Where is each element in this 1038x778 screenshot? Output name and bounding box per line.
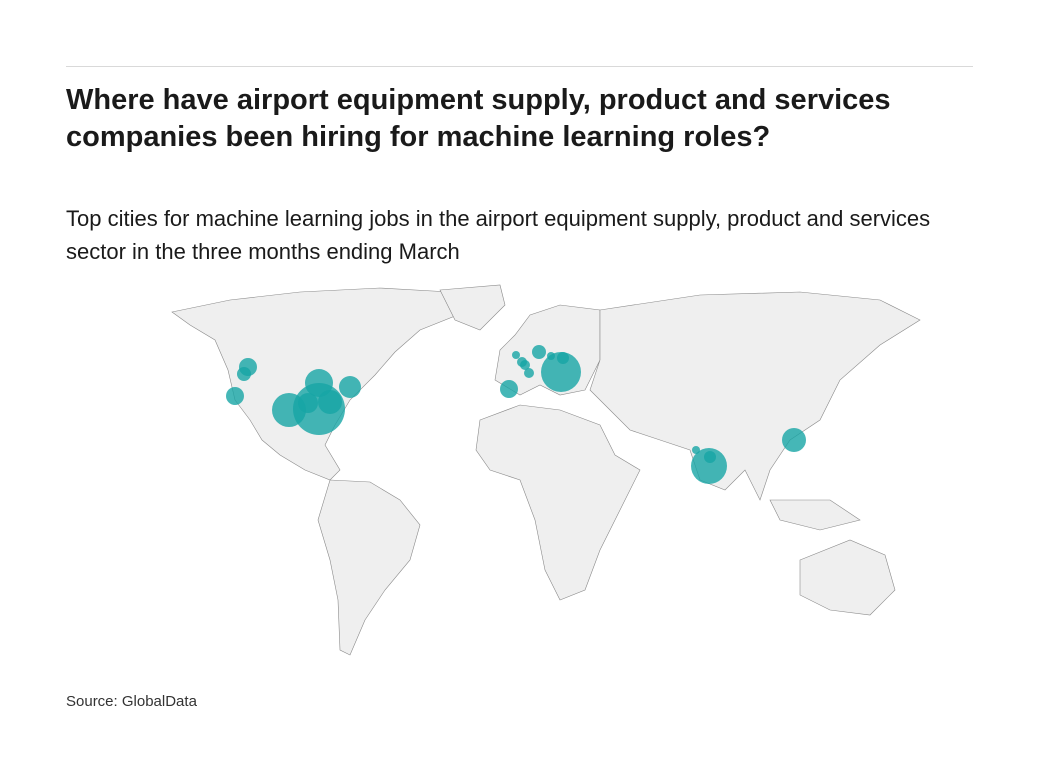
city-bubble xyxy=(532,345,546,359)
australia xyxy=(799,539,896,616)
asia xyxy=(589,291,921,501)
city-bubbles xyxy=(226,345,806,484)
greenland xyxy=(439,284,506,331)
city-bubble xyxy=(692,446,700,454)
top-divider xyxy=(66,66,973,67)
africa xyxy=(475,404,641,601)
city-bubble xyxy=(512,351,520,359)
land-masses xyxy=(171,284,921,656)
southeast-asia-islands xyxy=(769,499,861,531)
chart-subtitle: Top cities for machine learning jobs in … xyxy=(66,206,931,264)
city-bubble xyxy=(237,367,251,381)
city-bubble xyxy=(547,352,555,360)
city-bubble xyxy=(298,393,318,413)
city-bubble xyxy=(541,352,581,392)
city-bubble xyxy=(318,390,342,414)
south-america xyxy=(317,479,421,656)
city-bubble xyxy=(226,387,244,405)
city-bubble xyxy=(691,448,727,484)
city-bubble xyxy=(305,369,333,397)
city-bubble xyxy=(524,368,534,378)
city-bubble xyxy=(704,451,716,463)
city-bubble xyxy=(272,393,306,427)
source-note: Source: GlobalData xyxy=(66,693,197,710)
city-bubble xyxy=(500,380,518,398)
city-bubble xyxy=(782,428,806,452)
chart-title: Where have airport equipment supply, pro… xyxy=(66,84,891,153)
city-bubble xyxy=(520,360,530,370)
city-bubble xyxy=(339,376,361,398)
city-bubble xyxy=(557,352,569,364)
